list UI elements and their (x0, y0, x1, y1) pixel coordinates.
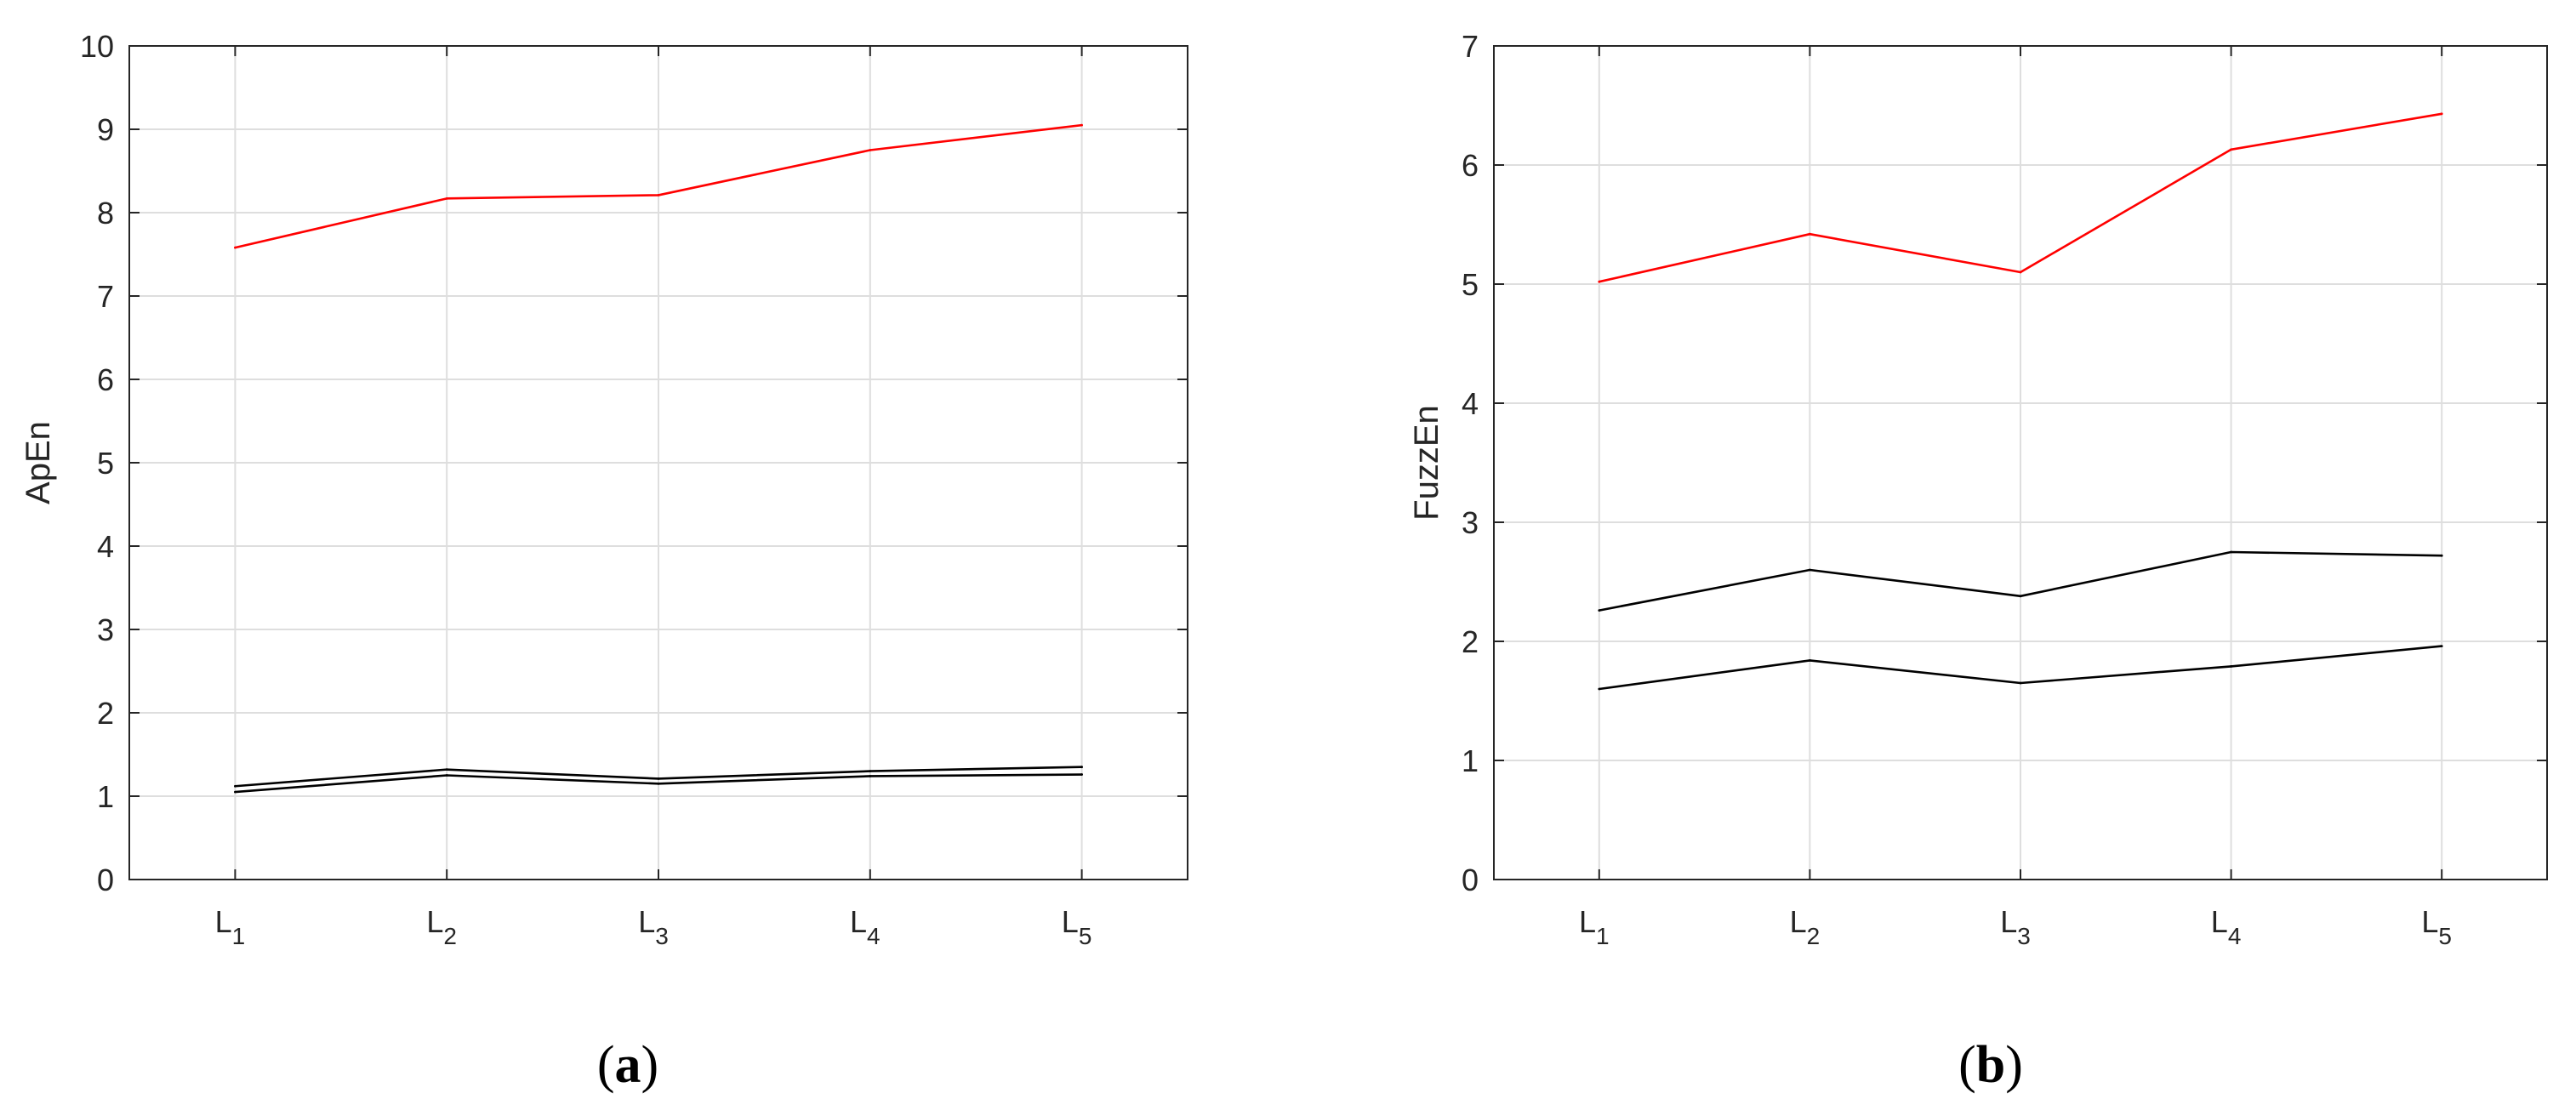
chart-b-xtick-label-3: L3 (2000, 904, 2031, 949)
chart-b-series-2-point-5 (2440, 554, 2443, 557)
chart-b-series-1-point-5 (2440, 112, 2443, 116)
chart-b-ytick-label-2: 2 (1462, 624, 1479, 659)
chart-b-series-1-point-3 (2019, 270, 2022, 274)
chart-a-xtick-main-4: L (850, 904, 867, 939)
chart-b-xtick-sub-2: 2 (1807, 923, 1821, 949)
chart-a-series-3-point-3 (657, 782, 660, 785)
chart-b-ytick-label-5: 5 (1462, 267, 1479, 302)
chart-b-xtick-sub-1: 1 (1596, 923, 1610, 949)
chart-a-xtick-main-2: L (426, 904, 443, 939)
chart-a-series-1-point-5 (1080, 123, 1083, 127)
chart-b-ytick-label-1: 1 (1462, 743, 1479, 778)
chart-b-xtick-label-4: L4 (2211, 904, 2242, 949)
chart-a-xtick-main-3: L (638, 904, 655, 939)
chart-a-panel-label: (a) (597, 1036, 658, 1094)
chart-a-ytick-label-7: 7 (97, 279, 114, 314)
chart-b-series-2-point-3 (2019, 595, 2022, 598)
chart-a-series-1-point-4 (869, 149, 872, 151)
chart-b-ytick-label-4: 4 (1462, 386, 1479, 421)
chart-b-ytick-label-0: 0 (1462, 863, 1479, 897)
chart-b-xtick-main-2: L (1790, 904, 1807, 939)
chart-b-xtick-main-1: L (1579, 904, 1596, 939)
chart-b-xtick-label-1: L1 (1579, 904, 1610, 949)
chart-b-panel-label-open: ( (1958, 1036, 1976, 1094)
chart-a-series-3-point-1 (234, 790, 237, 794)
chart-b-panel-label-letter: b (1976, 1036, 2005, 1094)
chart-b-series-2-point-2 (1809, 568, 1811, 572)
chart-a-xtick-sub-3: 3 (655, 923, 669, 949)
chart-b-series-2-point-4 (2230, 550, 2233, 554)
chart-b-xtick-sub-3: 3 (2017, 923, 2031, 949)
chart-b-ylabel: FuzzEn (1408, 405, 1445, 521)
chart-b-xtick-main-5: L (2421, 904, 2438, 939)
chart-b-series-1-point-2 (1809, 232, 1811, 236)
chart-a-series-2-point-2 (445, 768, 448, 772)
chart-b-xtick-sub-4: 4 (2228, 923, 2242, 949)
chart-b-series-2-point-1 (1598, 609, 1601, 612)
chart-a-series-2-point-1 (234, 784, 237, 788)
chart-a-ytick-label-4: 4 (97, 529, 114, 564)
chart-a-xtick-sub-2: 2 (443, 923, 457, 949)
chart-b-panel-label: (b) (1958, 1036, 2023, 1094)
chart-b-ytick-label-7: 7 (1462, 29, 1479, 64)
chart-a-ylabel: ApEn (20, 421, 57, 504)
chart-a-xtick-sub-1: 1 (232, 923, 246, 949)
chart-a-ytick-label-3: 3 (97, 612, 114, 647)
chart-b-series-1-point-1 (1598, 280, 1601, 283)
chart-a-series-3-point-5 (1080, 773, 1083, 776)
chart-a-xtick-label-4: L4 (850, 904, 881, 949)
chart-a-ytick-label-10: 10 (80, 29, 114, 64)
chart-a-series-3-point-4 (869, 775, 872, 777)
chart-a-ytick-label-1: 1 (97, 779, 114, 814)
chart-a-xtick-main-1: L (215, 904, 232, 939)
chart-a-xtick-label-3: L3 (638, 904, 669, 949)
chart-a-series-2-point-3 (657, 777, 660, 780)
chart-a-series-2-point-4 (869, 770, 872, 772)
chart-a-series-1-point-1 (234, 246, 237, 249)
chart-b-series-3-point-1 (1598, 687, 1601, 691)
chart-a-ytick-label-9: 9 (97, 112, 114, 147)
chart-a-xtick-label-1: L1 (215, 904, 246, 949)
chart-b-series-3-point-3 (2019, 681, 2022, 685)
chart-b-ytick-label-3: 3 (1462, 505, 1479, 540)
chart-b-xtick-sub-5: 5 (2438, 923, 2452, 949)
chart-a-xtick-label-2: L2 (426, 904, 457, 949)
chart-a-ytick-label-0: 0 (97, 863, 114, 897)
chart-a-series-1-point-2 (445, 196, 448, 200)
chart-b-xtick-main-4: L (2211, 904, 2228, 939)
chart-a-xtick-sub-5: 5 (1079, 923, 1092, 949)
chart-a-xtick-sub-4: 4 (867, 923, 881, 949)
chart-a-series-3-point-2 (445, 774, 448, 777)
chart-a-xtick-main-5: L (1062, 904, 1079, 939)
chart-a-ytick-label-5: 5 (97, 446, 114, 481)
chart-b-series-3-point-2 (1809, 659, 1811, 662)
chart-b-xtick-label-5: L5 (2421, 904, 2452, 949)
chart-b-panel-label-close: ) (2005, 1036, 2023, 1094)
chart-a-ytick-label-8: 8 (97, 196, 114, 231)
chart-b-xtick-main-3: L (2000, 904, 2017, 939)
chart-b-series-3-point-4 (2230, 665, 2233, 668)
chart-a-panel-label-close: ) (641, 1036, 659, 1094)
chart-a-ytick-label-2: 2 (97, 696, 114, 731)
chart-b-xtick-label-2: L2 (1790, 904, 1821, 949)
chart-a-panel-label-open: ( (597, 1036, 615, 1094)
chart-a-xtick-label-5: L5 (1062, 904, 1092, 949)
chart-b-series-1-point-4 (2230, 148, 2233, 151)
chart-b-series-3-point-5 (2440, 645, 2443, 647)
chart-b-ytick-label-6: 6 (1462, 148, 1479, 183)
chart-a-series-1-point-3 (657, 194, 660, 196)
chart-a-panel-label-letter: a (615, 1036, 641, 1094)
chart-a-series-2-point-5 (1080, 766, 1083, 769)
chart-a-ytick-label-6: 6 (97, 362, 114, 397)
